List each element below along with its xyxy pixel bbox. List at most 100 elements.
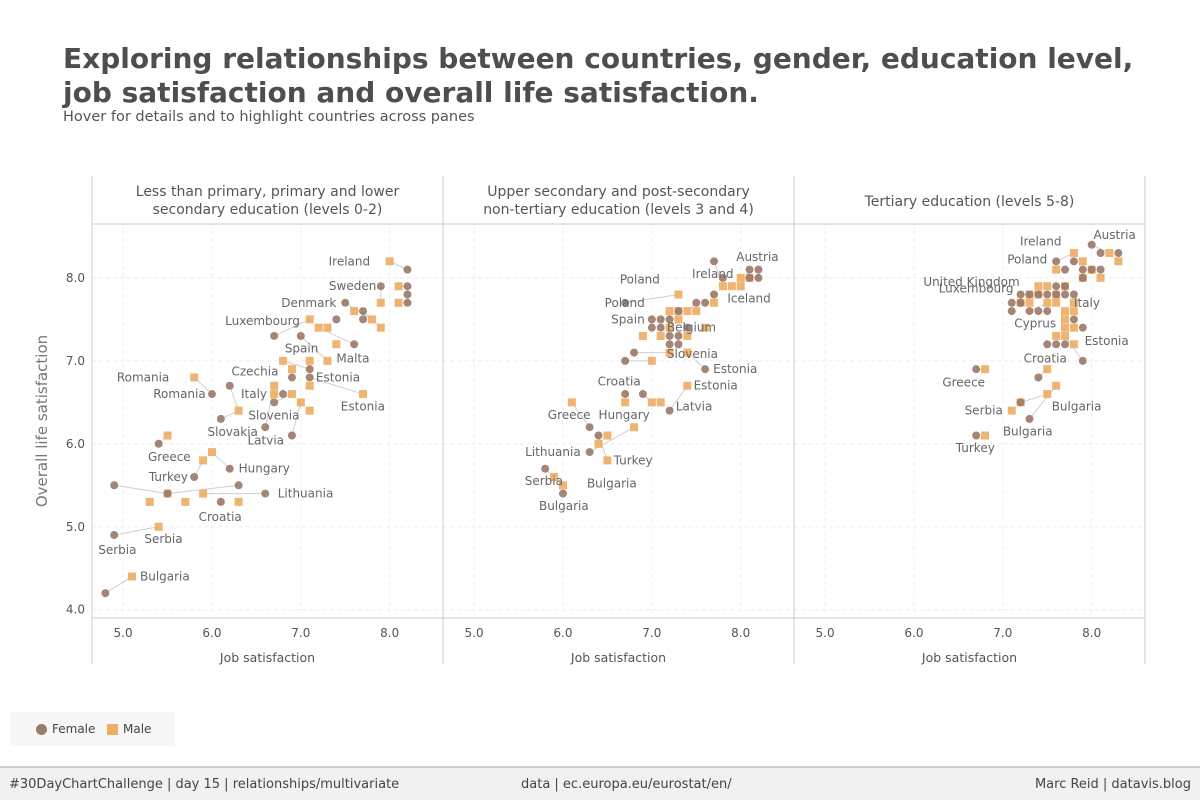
country-connector [1064,335,1084,362]
male-point [665,323,674,332]
female-point [1096,265,1105,274]
female-point [403,265,412,274]
x-tick-label: 7.0 [642,626,661,640]
country-label: Greece [942,375,985,389]
male-point [981,431,990,440]
footer-data-source[interactable]: data | ec.europa.eu/eurostat/en/ [521,777,732,792]
female-point [585,423,594,432]
country-connector [589,426,635,453]
male-point [323,356,332,365]
country-label: Latvia [676,399,713,413]
y-tick-label: 6.0 [66,437,85,451]
female-point [110,481,119,490]
y-tick-label: 8.0 [66,271,85,285]
legend-item-male[interactable]: Male [107,722,151,736]
country-connector [114,526,159,536]
female-point [710,257,719,266]
country-label: Bulgaria [1052,399,1102,413]
country-label: Bulgaria [587,477,637,491]
male-point [305,315,314,324]
female-point [754,273,763,282]
female-point [745,265,754,274]
female-point [332,315,341,324]
country-label: United Kingdom [923,275,1019,289]
male-point [1061,307,1070,316]
female-point [1061,265,1070,274]
country-label: Serbia [98,543,136,557]
male-point [603,431,612,440]
male-point [199,489,208,498]
male-point [647,356,656,365]
female-point [1078,356,1087,365]
country-label: Hungary [599,408,650,422]
country-label: Ireland [1020,234,1062,248]
panel-2: Upper secondary and post-secondary non-te… [442,176,794,665]
x-tick-label: 5.0 [114,626,133,640]
female-point [261,423,270,432]
country-label: Estonia [694,379,738,393]
male-square-icon [107,723,118,735]
female-point [754,265,763,274]
footer: #30DayChartChallenge | day 15 | relation… [0,766,1200,800]
female-point [674,307,683,316]
x-axis-label: Job satisfaction [219,650,315,665]
female-point [972,365,981,374]
female-point [1069,315,1078,324]
male-point [683,331,692,340]
female-point [701,365,710,374]
male-point [394,282,403,291]
legend-item-female[interactable]: Female [36,722,95,736]
country-connector [282,360,310,370]
country-label: Denmark [281,296,336,310]
female-point [154,439,163,448]
female-point [1069,257,1078,266]
female-point [101,589,110,598]
male-point [1043,282,1052,291]
female-point [1016,298,1025,307]
country-label: Croatia [598,375,641,389]
legend: Female Male [10,712,175,746]
female-point [621,356,630,365]
male-point [1052,331,1061,340]
panel-3: Tertiary education (levels 5-8) 5.0 6.0 7.0… [793,176,1146,665]
male-point [270,390,279,399]
male-point [323,323,332,332]
country-connector [669,385,688,411]
male-point [1114,257,1123,266]
country-label: Slovenia [667,347,718,361]
male-point [376,323,385,332]
country-label: Hungary [239,462,290,476]
male-point [603,456,612,465]
male-point [305,381,314,390]
male-point [1069,307,1078,316]
female-point [656,315,665,324]
male-point [665,307,674,316]
country-label: Turkey [955,441,995,455]
legend-label-female: Female [52,722,96,736]
male-point [385,257,394,266]
male-point [1078,257,1087,266]
male-point [1069,340,1078,349]
scatter-chart[interactable]: Overall life satisfaction 4.0 5.0 6.0 7.0 8.0… [0,0,1200,765]
country-connector [300,335,328,362]
female-point [287,431,296,440]
female-point [621,390,630,399]
female-point [665,406,674,415]
country-label: Austria [1093,228,1135,242]
female-point [225,464,234,473]
country-label: Czechia [232,365,279,379]
male-point [718,282,727,291]
country-label: Greece [548,408,591,422]
male-point [736,273,745,282]
country-label: Greece [148,450,191,464]
x-tick-label: 7.0 [993,626,1012,640]
male-point [1052,265,1061,274]
country-label: Turkey [148,470,188,484]
female-point [270,331,279,340]
x-tick-label: 5.0 [816,626,835,640]
country-label: Cyprus [1014,317,1056,331]
female-point [305,365,314,374]
female-point [630,348,639,357]
footer-author[interactable]: Marc Reid | datavis.blog [1034,777,1191,792]
x-tick-label: 8.0 [380,626,399,640]
